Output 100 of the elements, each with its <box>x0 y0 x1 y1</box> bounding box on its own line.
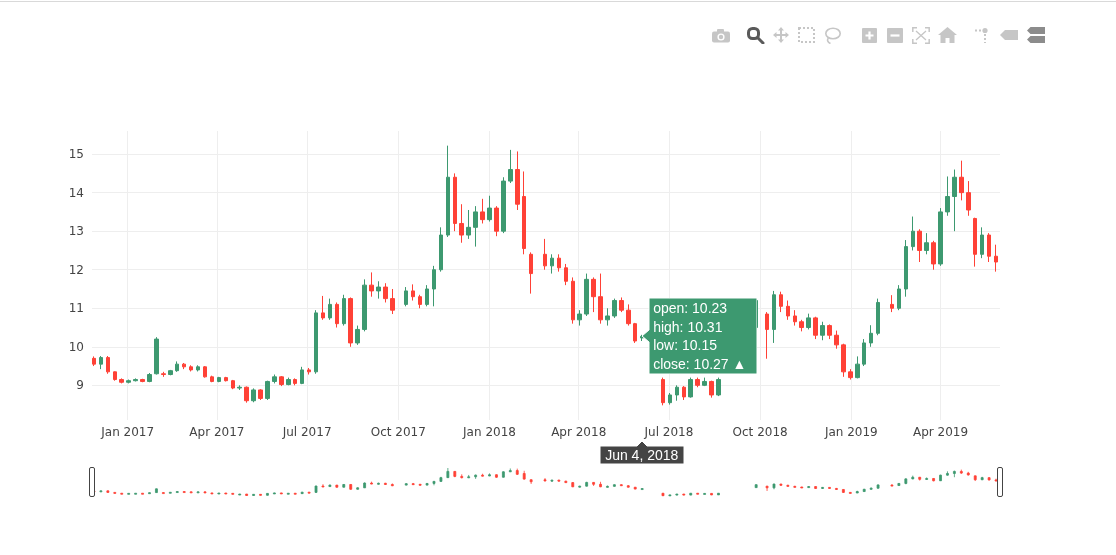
candlestick <box>501 176 506 234</box>
candlestick <box>980 226 984 259</box>
candlestick <box>175 360 179 373</box>
candlestick <box>210 375 214 383</box>
candlestick <box>286 377 291 386</box>
candlestick <box>952 169 957 232</box>
candlestick <box>841 343 846 378</box>
candlestick <box>577 309 582 327</box>
candlestick <box>786 300 790 321</box>
candlestick <box>619 296 624 313</box>
candlestick <box>959 160 964 201</box>
candlestick <box>251 387 256 403</box>
candlestick <box>307 367 311 376</box>
candlestick <box>799 319 804 332</box>
candlestick <box>626 303 631 327</box>
candlestick <box>897 284 901 311</box>
candlestick <box>224 376 228 382</box>
candlestick <box>279 375 284 387</box>
y-tick-label: 10 <box>68 339 84 354</box>
candlestick <box>446 145 450 238</box>
candlestick <box>834 330 839 350</box>
candlestick <box>217 376 221 383</box>
candlestick <box>695 377 700 388</box>
candlestick <box>203 365 207 379</box>
x-tick-label: Jan 2019 <box>823 425 878 439</box>
candlestick <box>904 239 908 298</box>
candlestick <box>633 322 637 344</box>
candlestick <box>432 265 436 307</box>
x-tick-label: Apr 2017 <box>189 425 245 439</box>
candlestick <box>328 298 332 321</box>
candlestick <box>237 384 242 391</box>
candlestick <box>605 307 610 327</box>
candlestick <box>300 366 304 385</box>
candlestick <box>543 238 547 271</box>
y-tick-label: 14 <box>68 185 84 200</box>
x-tick-label: Jul 2017 <box>281 425 332 439</box>
candlestick <box>966 180 971 217</box>
text: Jun 4, 2018 <box>605 446 679 464</box>
x-tick-label: Jan 2017 <box>100 425 155 439</box>
candlestick <box>453 172 457 232</box>
candlestick <box>848 368 853 381</box>
candlestick <box>182 362 186 370</box>
y-tick-label: 9 <box>76 378 84 393</box>
candlestick <box>557 253 561 273</box>
candlestick <box>119 377 124 384</box>
candlestick <box>862 338 866 367</box>
candlestick <box>140 378 145 383</box>
candlestick <box>321 295 325 321</box>
candlestick <box>418 294 422 309</box>
candlestick <box>369 271 374 298</box>
candlestick <box>335 301 339 329</box>
candlestick <box>571 276 575 325</box>
candlestick <box>425 284 429 307</box>
x-tick-label: Oct 2018 <box>732 425 788 439</box>
candlestick <box>820 321 825 341</box>
candlestick <box>598 273 603 325</box>
candlestick <box>876 298 880 336</box>
candlestick <box>911 216 915 251</box>
candlestick <box>924 232 929 255</box>
candlestick <box>99 355 103 370</box>
candlestick <box>765 311 769 360</box>
candlestick <box>161 371 166 378</box>
y-tick-label: 15 <box>68 147 84 162</box>
candlestick <box>168 369 173 376</box>
candlestick <box>466 209 471 240</box>
candlestick <box>480 198 485 224</box>
candlestick <box>473 205 478 248</box>
candlestick <box>591 276 596 313</box>
candlestick <box>584 273 589 317</box>
candlestick <box>244 385 249 404</box>
annotation: open: 10.23 high: 10.31 low: 10.15 close: 10.27 ▲ <box>653 299 747 374</box>
candlestick <box>189 364 193 372</box>
candlestick <box>779 291 783 313</box>
candlestick <box>522 170 526 255</box>
candlestick <box>459 203 464 244</box>
candlestick <box>487 195 492 223</box>
candlestick <box>564 263 568 286</box>
candlestick <box>668 392 672 406</box>
candlestick <box>258 388 263 401</box>
candlestick <box>675 384 679 402</box>
candlestick <box>126 379 131 384</box>
candlestick <box>265 380 270 401</box>
candlestick <box>196 364 200 372</box>
candlestick <box>106 355 110 375</box>
candlestick <box>917 228 922 263</box>
candlestick <box>272 374 277 384</box>
candlestick <box>342 294 346 327</box>
candlestick <box>293 377 297 386</box>
candlestick <box>390 288 395 315</box>
candlestick <box>529 251 533 295</box>
candlestick <box>508 149 513 184</box>
candlestick <box>376 280 381 300</box>
candlestick <box>682 385 686 401</box>
candlestick <box>92 355 96 367</box>
candlestick <box>515 150 520 211</box>
candlestick <box>855 355 860 379</box>
candlestick <box>355 325 360 346</box>
x-tick-label: Apr 2018 <box>551 425 607 439</box>
candlestick <box>806 313 811 330</box>
candlestick <box>133 377 138 382</box>
